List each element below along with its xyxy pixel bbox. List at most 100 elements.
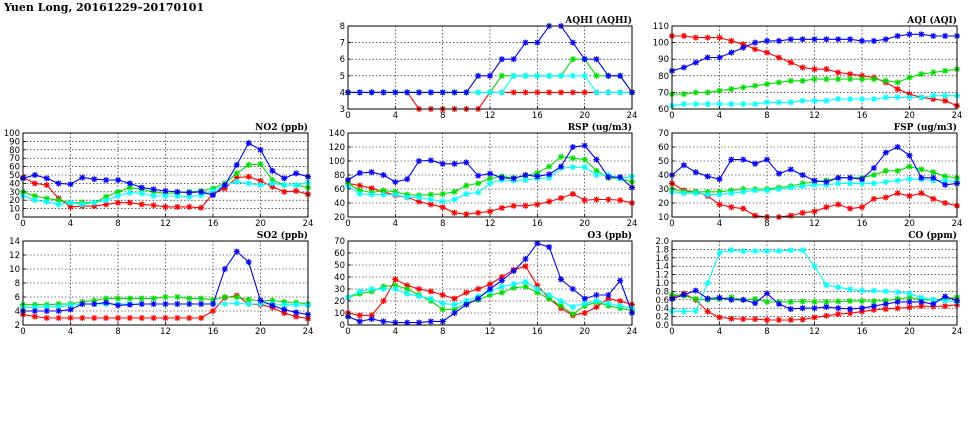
data-point: [451, 196, 458, 203]
data-point: [150, 202, 157, 209]
series-blue: [669, 287, 960, 313]
data-point: [704, 280, 711, 286]
data-point: [356, 182, 363, 189]
data-point: [522, 39, 529, 46]
data-point: [451, 160, 458, 167]
data-point: [680, 32, 687, 39]
chart-title: FSP (ug/m3): [894, 122, 957, 133]
data-point: [475, 209, 482, 216]
data-point: [103, 299, 110, 306]
tick-label-y: 10: [9, 265, 20, 275]
tick-label-y: 30: [334, 285, 345, 295]
data-point: [126, 301, 133, 308]
data-point: [43, 308, 50, 314]
data-point: [942, 32, 949, 39]
data-point: [463, 211, 470, 218]
data-point: [150, 301, 157, 307]
data-point: [581, 310, 588, 316]
data-point: [704, 295, 711, 302]
data-point: [221, 301, 228, 307]
data-point: [115, 315, 121, 321]
data-point: [918, 190, 925, 197]
data-point: [764, 37, 770, 44]
data-point: [704, 191, 711, 198]
data-point: [823, 179, 830, 185]
data-point: [522, 72, 529, 79]
tick-label-y: 90: [9, 137, 20, 147]
data-point: [787, 184, 794, 191]
data-point: [728, 156, 735, 163]
tick-label-x: 4: [393, 219, 398, 229]
data-point: [356, 169, 363, 176]
series-red: [669, 290, 960, 323]
data-point: [728, 247, 735, 254]
data-point: [680, 162, 687, 169]
data-point: [617, 174, 624, 181]
data-point: [894, 86, 901, 93]
series-blue: [20, 248, 311, 318]
data-point: [569, 56, 576, 63]
data-point: [692, 308, 699, 315]
series-blue: [345, 142, 635, 191]
tick-label-x: 24: [303, 219, 314, 229]
data-point: [245, 140, 252, 147]
data-point: [752, 316, 759, 323]
series-blue: [669, 31, 960, 74]
data-point: [752, 101, 759, 108]
data-point: [930, 301, 937, 307]
data-point: [427, 288, 434, 295]
tick-label-y: 0: [340, 321, 345, 331]
data-point: [186, 295, 193, 302]
data-point: [281, 306, 288, 313]
data-point: [799, 209, 806, 216]
data-point: [764, 99, 770, 106]
data-point: [380, 89, 387, 96]
data-point: [942, 67, 949, 74]
data-point: [882, 149, 889, 156]
data-point: [475, 189, 482, 196]
data-point: [487, 286, 493, 292]
data-point: [870, 195, 877, 202]
data-point: [392, 276, 399, 283]
data-point: [692, 169, 699, 176]
data-point: [43, 175, 50, 182]
tick-label-x: 24: [627, 327, 638, 337]
tick-label-x: 8: [764, 327, 769, 337]
chart-title: NO2 (ppb): [255, 122, 308, 133]
data-point: [894, 298, 901, 305]
series-red: [20, 173, 311, 211]
tick-label-x: 0: [20, 219, 25, 229]
chart-title: O3 (ppb): [587, 230, 632, 241]
data-point: [534, 201, 541, 208]
chart-title: CO (ppm): [908, 230, 957, 241]
tick-label-x: 20: [579, 219, 590, 229]
data-point: [439, 190, 446, 197]
data-point: [811, 314, 818, 321]
tick-label-y: 40: [334, 273, 345, 283]
data-point: [427, 89, 434, 96]
data-point: [882, 167, 889, 174]
chart-co: 0 4 8 12 16 20 24 0.00.20.40.60.81.01.21.41.61.…: [655, 230, 962, 337]
tick-label-y: 100: [329, 157, 345, 167]
data-point: [799, 305, 806, 312]
data-point: [210, 192, 216, 199]
tick-label-y: 2: [15, 321, 20, 331]
data-point: [728, 296, 735, 303]
data-point: [257, 161, 264, 168]
data-point: [356, 89, 363, 96]
data-point: [103, 315, 110, 321]
data-point: [356, 190, 363, 197]
data-point: [546, 198, 553, 205]
data-point: [245, 161, 252, 168]
data-point: [463, 182, 470, 189]
data-point: [150, 295, 157, 302]
tick-label-x: 12: [485, 111, 496, 121]
data-point: [43, 315, 50, 321]
data-point: [404, 89, 411, 96]
data-point: [593, 292, 600, 298]
data-point: [162, 294, 169, 300]
data-point: [174, 315, 181, 321]
tick-label-y: 12: [9, 251, 20, 261]
